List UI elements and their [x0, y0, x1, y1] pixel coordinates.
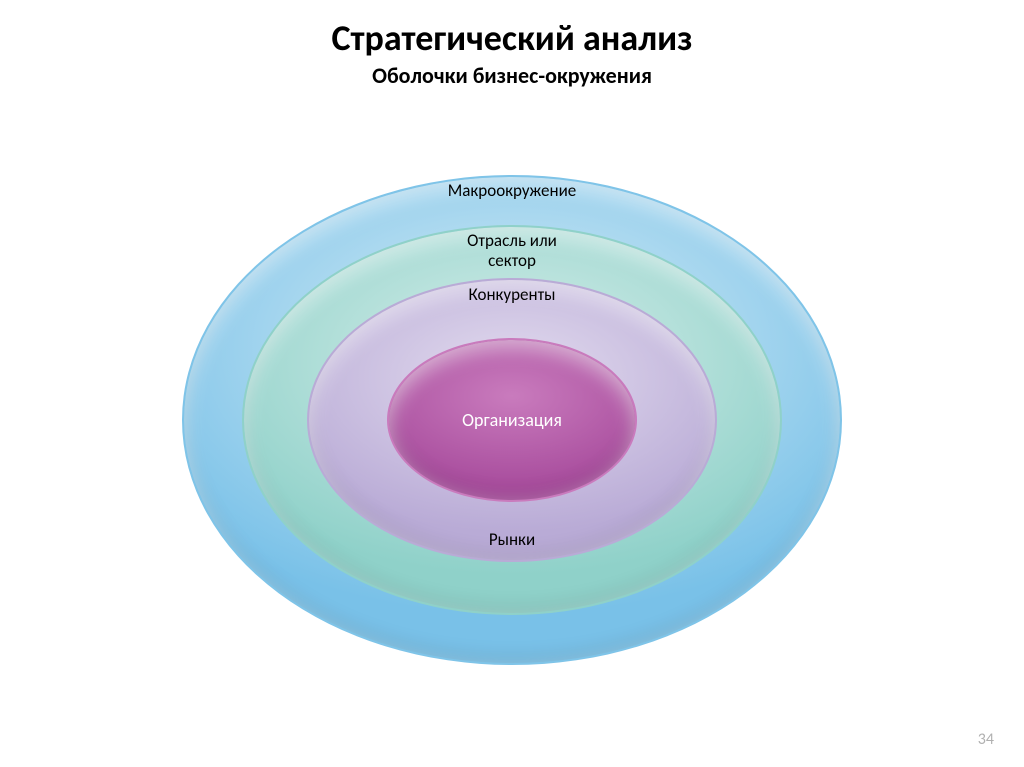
layer-organization: Организация: [387, 338, 637, 502]
slide-subtitle: Оболочки бизнес-окружения: [0, 62, 1024, 89]
label-organization: Организация: [462, 409, 562, 431]
label-competitors-bottom: Рынки: [489, 530, 535, 550]
label-competitors: Конкуренты: [468, 285, 555, 305]
label-industry: Отрасль или сектор: [467, 231, 557, 271]
nested-ellipse-diagram: Макроокружение Отрасль или сектор Конкурен…: [182, 165, 842, 655]
page-number: 34: [978, 730, 994, 749]
slide-title: Стратегический анализ: [0, 18, 1024, 59]
title-block: Стратегический анализ Оболочки бизнес-ок…: [0, 0, 1024, 89]
label-macro: Макроокружение: [448, 181, 577, 201]
